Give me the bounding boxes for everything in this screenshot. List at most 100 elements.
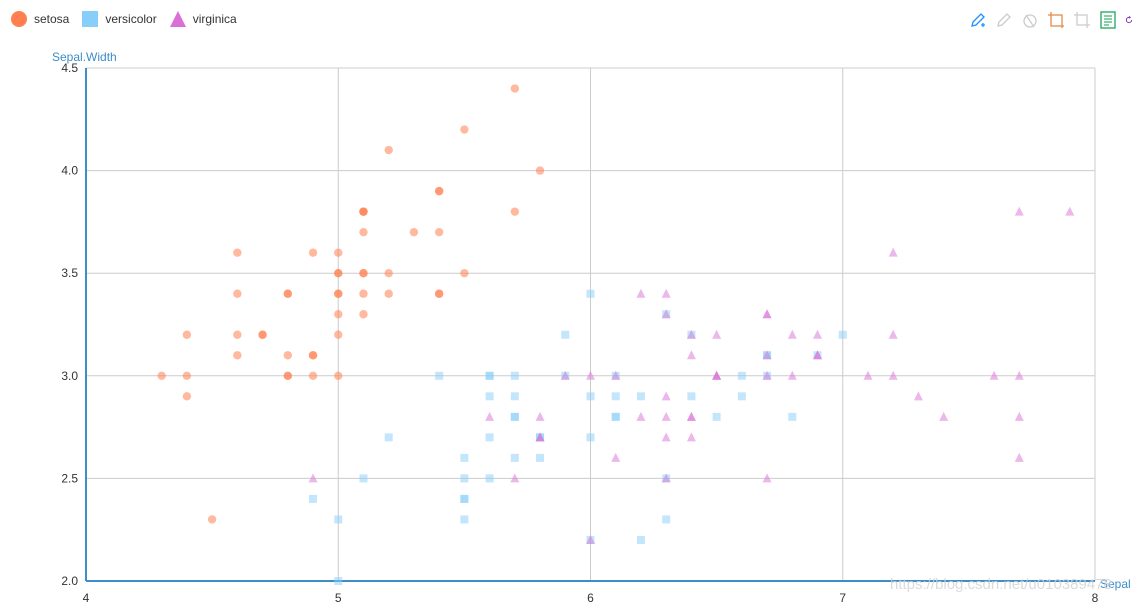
point-setosa[interactable] — [157, 371, 166, 380]
point-virginica[interactable] — [661, 411, 671, 421]
point-virginica[interactable] — [535, 411, 545, 421]
legend-item-virginica[interactable]: virginica — [169, 10, 237, 28]
point-setosa[interactable] — [510, 84, 520, 93]
point-virginica[interactable] — [611, 452, 621, 462]
data-view-icon[interactable] — [1099, 10, 1117, 30]
point-setosa[interactable] — [384, 269, 393, 278]
mark-pen-icon[interactable] — [969, 10, 987, 30]
point-versicolor[interactable] — [586, 289, 595, 298]
point-setosa[interactable] — [283, 289, 292, 298]
point-setosa[interactable] — [334, 269, 343, 278]
point-setosa[interactable] — [359, 227, 368, 237]
data-zoom-reset-icon[interactable] — [1073, 10, 1091, 30]
point-versicolor[interactable] — [611, 412, 620, 421]
point-versicolor[interactable] — [359, 474, 368, 483]
point-versicolor[interactable] — [687, 392, 696, 401]
point-setosa[interactable] — [460, 269, 469, 278]
point-versicolor[interactable] — [636, 392, 645, 401]
point-virginica[interactable] — [712, 329, 722, 339]
point-setosa[interactable] — [334, 289, 343, 298]
point-setosa[interactable] — [434, 289, 444, 298]
point-virginica[interactable] — [661, 473, 671, 483]
point-versicolor[interactable] — [309, 494, 318, 503]
point-virginica[interactable] — [1014, 206, 1024, 216]
point-virginica[interactable] — [586, 370, 595, 380]
point-versicolor[interactable] — [712, 412, 721, 421]
point-setosa[interactable] — [308, 248, 318, 257]
point-virginica[interactable] — [989, 370, 999, 380]
point-virginica[interactable] — [485, 411, 495, 421]
point-setosa[interactable] — [308, 371, 318, 380]
point-setosa[interactable] — [207, 515, 217, 524]
point-versicolor[interactable] — [561, 330, 570, 339]
point-virginica[interactable] — [1014, 452, 1024, 462]
legend-item-setosa[interactable]: setosa — [10, 10, 69, 28]
point-virginica[interactable] — [1014, 411, 1024, 421]
point-virginica[interactable] — [661, 288, 671, 298]
point-setosa[interactable] — [334, 310, 343, 319]
point-virginica[interactable] — [661, 391, 671, 401]
point-virginica[interactable] — [661, 309, 671, 319]
point-virginica[interactable] — [712, 370, 722, 380]
point-versicolor[interactable] — [384, 433, 393, 442]
point-virginica[interactable] — [913, 391, 923, 401]
point-virginica[interactable] — [762, 473, 772, 483]
point-virginica[interactable] — [510, 473, 520, 483]
point-setosa[interactable] — [233, 289, 242, 298]
restore-icon[interactable] — [1125, 10, 1133, 30]
point-versicolor[interactable] — [662, 515, 671, 524]
point-setosa[interactable] — [283, 351, 292, 360]
point-virginica[interactable] — [813, 329, 823, 339]
point-versicolor[interactable] — [485, 433, 494, 442]
mark-undo-icon[interactable] — [995, 10, 1013, 30]
point-virginica[interactable] — [787, 370, 797, 380]
point-versicolor[interactable] — [460, 453, 469, 462]
data-zoom-icon[interactable] — [1047, 10, 1065, 30]
point-versicolor[interactable] — [586, 433, 595, 442]
point-versicolor[interactable] — [586, 392, 595, 401]
point-virginica[interactable] — [1014, 370, 1024, 380]
point-versicolor[interactable] — [334, 577, 343, 585]
point-virginica[interactable] — [686, 329, 696, 339]
point-virginica[interactable] — [762, 309, 772, 319]
point-virginica[interactable] — [560, 370, 570, 380]
point-virginica[interactable] — [787, 329, 797, 339]
point-versicolor[interactable] — [460, 474, 469, 483]
point-versicolor[interactable] — [611, 392, 620, 401]
point-versicolor[interactable] — [788, 412, 797, 421]
point-virginica[interactable] — [686, 350, 696, 360]
point-virginica[interactable] — [661, 432, 671, 442]
point-setosa[interactable] — [384, 289, 393, 298]
point-versicolor[interactable] — [510, 392, 519, 401]
point-versicolor[interactable] — [435, 371, 444, 380]
point-virginica[interactable] — [686, 432, 696, 442]
point-setosa[interactable] — [409, 227, 419, 237]
point-setosa[interactable] — [283, 371, 292, 380]
point-setosa[interactable] — [359, 207, 368, 216]
point-virginica[interactable] — [636, 288, 646, 298]
point-versicolor[interactable] — [636, 535, 645, 544]
point-setosa[interactable] — [233, 248, 242, 257]
point-setosa[interactable] — [182, 392, 192, 401]
point-versicolor[interactable] — [510, 453, 519, 462]
point-setosa[interactable] — [460, 125, 469, 134]
point-setosa[interactable] — [434, 227, 444, 237]
point-versicolor[interactable] — [485, 371, 494, 380]
point-setosa[interactable] — [535, 166, 545, 175]
point-virginica[interactable] — [888, 370, 898, 380]
point-virginica[interactable] — [586, 534, 595, 544]
legend-item-versicolor[interactable]: versicolor — [81, 10, 157, 28]
point-virginica[interactable] — [813, 350, 823, 360]
point-virginica[interactable] — [686, 411, 696, 421]
point-setosa[interactable] — [258, 330, 267, 339]
point-setosa[interactable] — [233, 351, 242, 360]
point-versicolor[interactable] — [485, 474, 494, 483]
point-setosa[interactable] — [434, 186, 444, 196]
point-virginica[interactable] — [636, 411, 646, 421]
point-versicolor[interactable] — [460, 515, 469, 524]
point-virginica[interactable] — [611, 370, 621, 380]
mark-clear-icon[interactable] — [1021, 10, 1039, 30]
point-versicolor[interactable] — [510, 412, 519, 421]
point-virginica[interactable] — [535, 432, 545, 442]
point-virginica[interactable] — [762, 370, 772, 380]
